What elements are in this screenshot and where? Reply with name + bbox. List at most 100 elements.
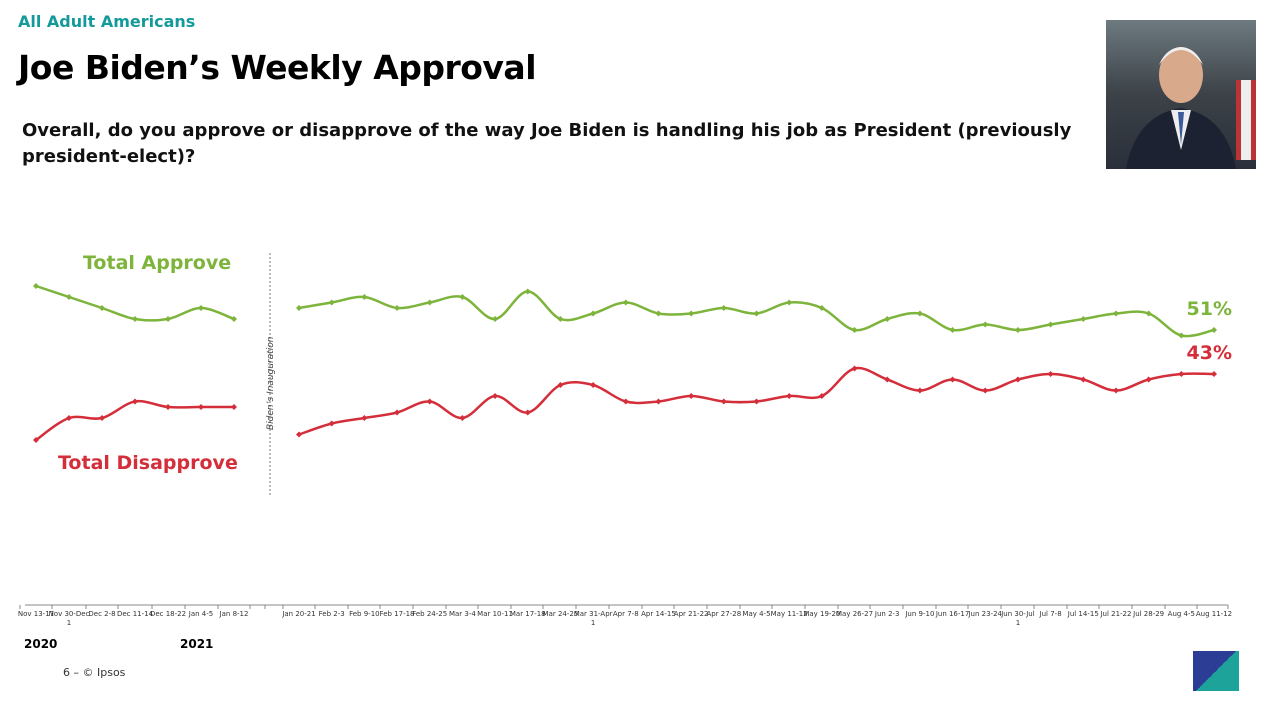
x-tick-label: Dec 18-22 — [150, 610, 186, 618]
disapprove-data-point — [1178, 371, 1185, 377]
disapprove-data-point — [557, 382, 564, 388]
approve-end-value: 51% — [1187, 298, 1232, 320]
disapprove-data-point — [361, 415, 368, 421]
approve-data-point — [426, 299, 433, 306]
audience-subtitle: All Adult Americans — [18, 12, 196, 31]
x-tick-label: Jun 2-3 — [874, 610, 900, 618]
approve-data-point — [33, 283, 39, 289]
disapprove-data-point — [590, 382, 597, 388]
x-tick-label: Jul 21-22 — [1099, 610, 1131, 618]
x-tick-label: Nov 30-Dec 1 — [49, 610, 90, 627]
disapprove-data-point — [33, 437, 39, 443]
approve-data-point — [361, 294, 368, 300]
x-tick-label: Jun 16-17 — [935, 610, 970, 618]
x-tick-label: May 26-27 — [836, 610, 873, 618]
x-tick-label: Jun 9-10 — [904, 610, 934, 618]
approve-data-point — [328, 299, 335, 306]
x-tick-label: Apr 7-8 — [613, 610, 639, 618]
disapprove-data-point — [198, 404, 204, 410]
approve-data-point — [198, 305, 204, 311]
disapprove-data-point — [426, 398, 433, 405]
x-tick-label: Aug 4-5 — [1168, 610, 1195, 618]
disapprove-data-point — [459, 415, 466, 421]
approve-data-point — [524, 288, 531, 295]
disapprove-data-point — [655, 398, 662, 405]
x-tick-label: Mar 17-18 — [510, 610, 546, 618]
approve-data-point — [1014, 327, 1021, 333]
disapprove-data-point — [231, 404, 237, 410]
ipsos-logo — [1193, 651, 1239, 691]
approve-data-point — [590, 310, 597, 317]
disapprove-data-point — [1145, 376, 1152, 383]
x-tick-label: Feb 2-3 — [319, 610, 345, 618]
disapprove-data-point — [622, 398, 629, 405]
x-tick-label: Jul 7-8 — [1039, 610, 1062, 618]
x-tick-label: Jun 23-24 — [967, 610, 1002, 618]
x-tick-label: Mar 10-11 — [477, 610, 513, 618]
approve-data-point — [66, 294, 72, 300]
disapprove-line — [35, 399, 234, 442]
disapprove-data-point — [1211, 371, 1217, 377]
disapprove-data-point — [1112, 387, 1119, 394]
approve-data-point — [688, 310, 695, 317]
disapprove-data-point — [982, 387, 989, 394]
approve-data-point — [394, 305, 401, 311]
disapprove-data-point — [394, 409, 401, 416]
approve-data-point — [1211, 327, 1217, 333]
approve-data-point — [1178, 332, 1185, 339]
disapprove-series-label: Total Disapprove — [58, 452, 238, 474]
disapprove-data-point — [328, 420, 335, 427]
disapprove-data-point — [132, 398, 138, 405]
disapprove-data-point — [524, 409, 531, 416]
disapprove-data-point — [786, 393, 793, 399]
inauguration-annotation: Biden’s Inauguration — [266, 336, 276, 430]
year-label-2020: 2020 — [24, 637, 58, 651]
approve-data-point — [851, 327, 858, 333]
approve-data-point — [786, 299, 793, 306]
disapprove-end-value: 43% — [1187, 342, 1232, 364]
approve-data-point — [99, 305, 105, 311]
approve-data-point — [1112, 310, 1119, 317]
disapprove-data-point — [66, 415, 72, 421]
disapprove-data-point — [753, 398, 760, 405]
approve-data-point — [231, 316, 237, 322]
disapprove-data-point — [1080, 376, 1087, 383]
approve-data-point — [916, 310, 923, 317]
survey-question: Overall, do you approve or disapprove of… — [22, 120, 1072, 167]
x-tick-label: Mar 24-25 — [543, 610, 579, 618]
disapprove-data-point — [165, 404, 171, 410]
x-tick-label: Jun 30-Jul 1 — [1000, 610, 1034, 627]
approve-data-point — [982, 321, 989, 328]
x-tick-label: Dec 2-8 — [88, 610, 115, 618]
approve-data-point — [720, 305, 727, 311]
disapprove-data-point — [851, 365, 858, 372]
x-tick-label: Jul 28-29 — [1132, 610, 1164, 618]
x-tick-label: Jan 8-12 — [219, 610, 249, 618]
x-tick-label: Apr 21-22 — [674, 610, 709, 618]
x-tick-label: Feb 9-10 — [349, 610, 380, 618]
disapprove-data-point — [720, 398, 727, 405]
disapprove-data-point — [99, 415, 105, 421]
approve-data-point — [557, 316, 564, 322]
x-tick-label: Mar 3-4 — [449, 610, 476, 618]
approve-data-point — [884, 316, 891, 322]
biden-portrait-image — [1106, 20, 1256, 169]
x-tick-label: May 19-20 — [803, 610, 840, 618]
disapprove-data-point — [296, 431, 302, 438]
disapprove-data-point — [818, 393, 825, 399]
disapprove-data-point — [949, 376, 956, 383]
approve-data-point — [1080, 316, 1087, 322]
approve-data-point — [492, 316, 499, 322]
x-tick-label: Aug 11-12 — [1196, 610, 1232, 618]
disapprove-data-point — [688, 393, 695, 399]
disapprove-data-point — [492, 393, 499, 399]
approve-data-point — [165, 316, 171, 322]
disapprove-data-point — [884, 376, 891, 383]
approve-data-point — [132, 316, 138, 322]
approve-data-point — [459, 294, 466, 300]
x-tick-label: Mar 31-Apr 1 — [574, 610, 613, 627]
x-tick-label: Nov 13-17 — [18, 610, 54, 618]
approve-data-point — [818, 305, 825, 311]
x-tick-label: Apr 14-15 — [641, 610, 676, 618]
x-tick-label: Jan 4-5 — [188, 610, 213, 618]
